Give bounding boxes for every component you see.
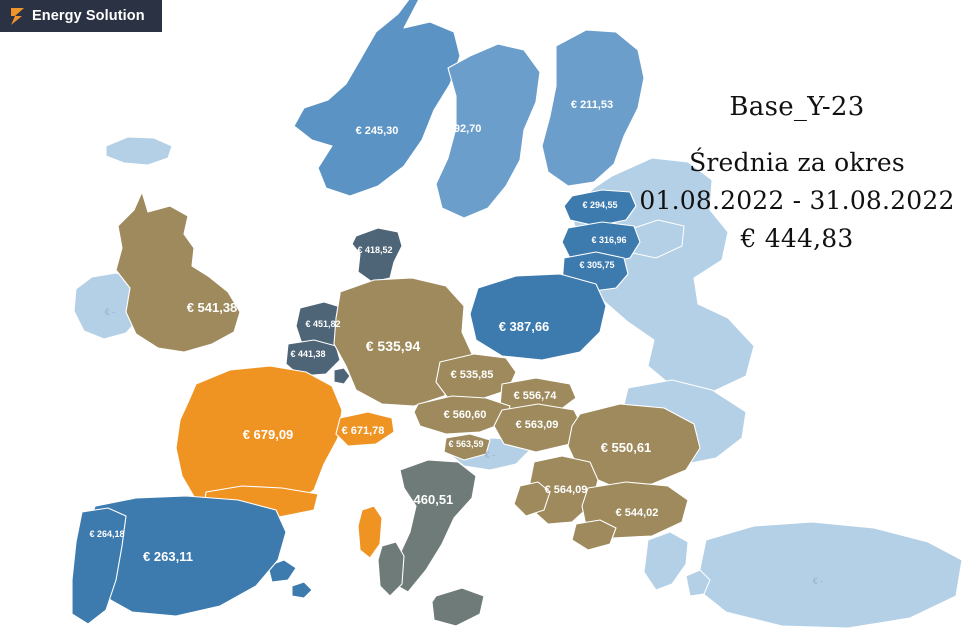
- value-label-NL: € 451,82: [305, 319, 340, 329]
- value-label-CH: € 671,78: [342, 425, 385, 437]
- value-label-RS: € 564,09: [545, 484, 588, 496]
- country-IT: [393, 459, 477, 593]
- country-AT: [413, 395, 511, 435]
- country-SI: [443, 433, 491, 461]
- country-PT: [71, 507, 127, 625]
- value-label-IE: € -: [105, 307, 116, 317]
- island-corsica: [357, 505, 383, 559]
- country-GB: [115, 191, 241, 353]
- value-label-CZ: € 535,85: [451, 369, 494, 381]
- brand-name: Energy Solution: [32, 8, 145, 24]
- country-FI: [541, 29, 645, 187]
- country-DK: [351, 227, 403, 283]
- map-nordic-layer: [293, 0, 645, 219]
- value-label-AT: € 560,60: [444, 409, 487, 421]
- value-label-RO: € 550,61: [601, 440, 652, 455]
- country-TR: [695, 521, 963, 629]
- island-sicily: [431, 587, 485, 627]
- value-label-SK: € 556,74: [514, 390, 558, 402]
- value-label-TR: € -: [813, 576, 824, 586]
- value-label-LV: € 316,96: [591, 235, 626, 245]
- map-tan-layer: [115, 191, 701, 551]
- value-label-BE: € 441,38: [290, 349, 325, 359]
- value-label-BG: € 544,02: [616, 507, 659, 519]
- average-price: € 444,83: [740, 224, 854, 253]
- value-label-FR: € 679,09: [243, 427, 294, 442]
- lightning-bolt-icon: [11, 7, 24, 25]
- product-name: Base_Y-23: [729, 92, 865, 122]
- value-label-HR: € -: [485, 450, 496, 460]
- country-PL: [469, 273, 607, 361]
- value-label-GB: € 541,38: [187, 300, 238, 315]
- value-label-FI: € 211,53: [571, 99, 613, 111]
- map-baltic-layer: [561, 189, 641, 293]
- value-label-PL: € 387,66: [499, 319, 550, 334]
- value-label-DE: € 535,94: [366, 338, 421, 354]
- value-label-IT: € 460,51: [403, 492, 454, 507]
- island-sardinia: [377, 541, 405, 597]
- brand-logo-bar: Energy Solution: [0, 0, 162, 32]
- value-label-DK: € 418,52: [357, 245, 392, 255]
- value-label-ES: € 263,11: [143, 549, 193, 564]
- country-EE: [563, 189, 637, 227]
- country-BE: [285, 339, 341, 377]
- country-RO: [567, 403, 701, 487]
- map-blue-layer: [71, 273, 607, 625]
- value-label-SE: € 192,70: [439, 123, 482, 135]
- date-range: 01.08.2022 - 31.08.2022: [639, 186, 955, 215]
- map-value-labels: € 245,30 € 192,70 € 211,53 € 294,55 € 316,96…: [89, 99, 823, 586]
- value-label-SI: € 563,59: [448, 439, 483, 449]
- country-CH: [335, 411, 395, 447]
- map-grey-layer: [377, 459, 485, 627]
- value-label-LT: € 305,75: [579, 260, 614, 270]
- country-SE: [435, 43, 541, 219]
- value-label-HU: € 563,09: [516, 419, 559, 431]
- title-block: Base_Y-23 Średnia za okres 01.08.2022 - …: [632, 92, 962, 253]
- country-LV: [561, 221, 641, 265]
- value-label-EE: € 294,55: [582, 200, 617, 210]
- country-NO: [293, 0, 461, 197]
- value-label-NO: € 245,30: [356, 125, 399, 137]
- map-nodata-layer: [73, 136, 963, 629]
- value-label-PT: € 264,18: [89, 529, 124, 539]
- period-subtitle: Średnia za okres: [689, 148, 905, 177]
